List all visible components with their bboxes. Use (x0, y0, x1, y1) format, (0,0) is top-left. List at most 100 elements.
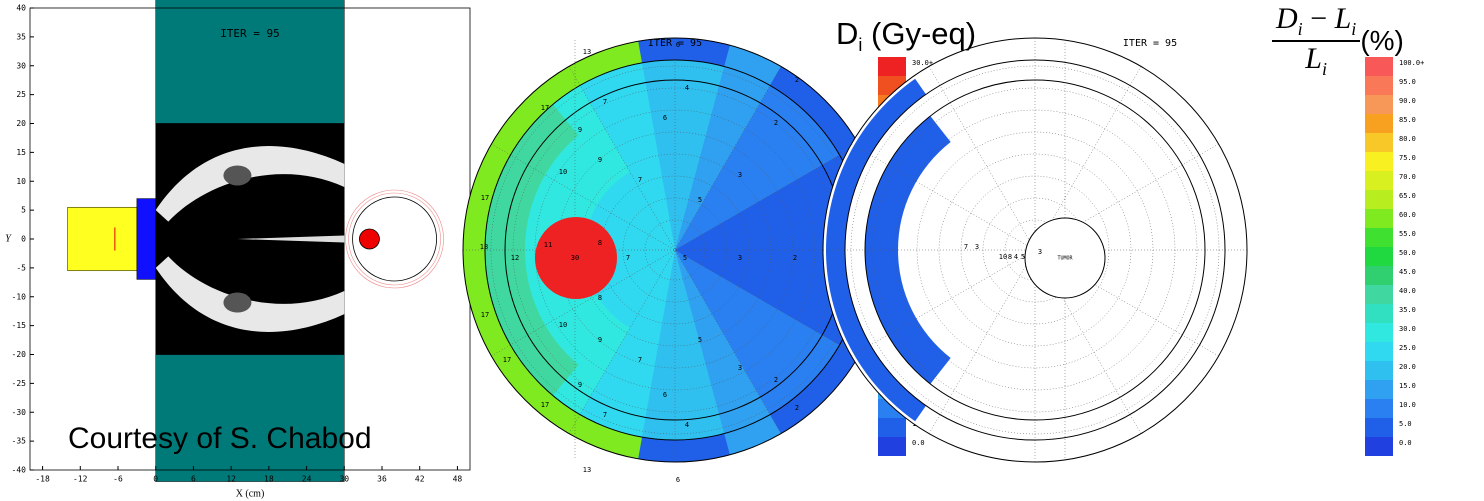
x-tick-label: 24 (302, 475, 312, 484)
operator: − (1303, 2, 1335, 35)
x-tick-label: 0 (153, 475, 158, 484)
cell-label: 5 (698, 196, 702, 204)
moderator (137, 199, 156, 280)
colorbar-label: 80.0 (1399, 135, 1416, 143)
colorbar-label: 15.0 (1399, 382, 1416, 390)
target (68, 207, 137, 271)
colorbar-label: 0.0 (1399, 439, 1412, 447)
tumor-label: TUMOR (1057, 256, 1073, 262)
y-tick-label: -35 (12, 437, 27, 446)
colorbar-swatch (1365, 380, 1393, 399)
subscript: i (1322, 59, 1327, 79)
colorbar-swatch (1365, 323, 1393, 342)
colorbar-swatch (1365, 266, 1393, 285)
colorbar-label: 55.0 (1399, 230, 1416, 238)
x-axis-label: X (cm) (236, 488, 265, 499)
y-tick-label: 30 (16, 61, 26, 70)
dose-legend-title: Di (Gy-eq) (836, 16, 976, 56)
cell-label: 5 (1021, 253, 1025, 261)
colorbar-swatch (878, 57, 906, 76)
cell-label: 17 (541, 104, 549, 112)
panel-title: ITER = 95 (1123, 38, 1177, 49)
excess-legend-title: Di − Li Li (%) (1272, 2, 1404, 80)
y-tick-label: -40 (12, 466, 27, 475)
x-tick-label: 36 (377, 475, 387, 484)
cell-label: 2 (795, 76, 799, 84)
subscript: i (1351, 19, 1356, 39)
shield-bottom (156, 355, 345, 482)
colorbar-swatch (878, 437, 906, 456)
unit: (%) (1360, 25, 1404, 57)
cell-label: 30 (571, 254, 579, 262)
x-tick-label: 12 (226, 475, 236, 484)
cell-label: 5 (698, 336, 702, 344)
colorbar-swatch (878, 418, 906, 437)
cell-label: 3 (738, 254, 742, 262)
colorbar-swatch (1365, 304, 1393, 323)
cell-label: 4 (685, 421, 689, 429)
cell-label: 3 (738, 364, 742, 372)
cell-label: 4 (685, 84, 689, 92)
cell-label: 2 (795, 404, 799, 412)
cell-label: 10 (559, 168, 567, 176)
y-tick-label: 5 (21, 206, 26, 215)
colorbar-swatch (1365, 342, 1393, 361)
cell-label: 3 (1038, 248, 1042, 256)
shield-top (156, 0, 345, 124)
numerator: Di − Li (1272, 2, 1360, 42)
cell-label: 7 (964, 243, 968, 251)
cell-label: 8 (598, 294, 602, 302)
cell-label: 13 (583, 466, 591, 474)
colorbar-label: 75.0 (1399, 154, 1416, 162)
y-tick-label: 10 (16, 177, 26, 186)
colorbar-swatch (1365, 133, 1393, 152)
colorbar-swatch (1365, 228, 1393, 247)
colorbar-swatch (1365, 285, 1393, 304)
colorbar-label: 90.0 (1399, 97, 1416, 105)
cell-label: 6 (663, 391, 667, 399)
symbol: D (836, 16, 858, 51)
cell-label: 7 (638, 176, 642, 184)
cell-label: 3 (975, 243, 979, 251)
y-tick-label: -30 (12, 408, 27, 417)
annotation: Courtesy of S. Chabod (68, 422, 372, 455)
fraction: Di − Li Li (1272, 2, 1360, 80)
y-tick-label: 15 (16, 148, 26, 157)
colorbar-label: 35.0 (1399, 306, 1416, 314)
cell-label: 17 (541, 401, 549, 409)
colorbar-label: 10.0 (1399, 401, 1416, 409)
colorbar-label: 50.0 (1399, 249, 1416, 257)
colorbar-label: 25.0 (1399, 344, 1416, 352)
cell-label: 4 (1014, 253, 1018, 261)
cell-label: 17 (503, 356, 511, 364)
y-tick-label: 0 (21, 235, 26, 244)
denominator: Li (1272, 42, 1360, 80)
colorbar-swatch (1365, 399, 1393, 418)
symbol: L (1335, 2, 1352, 35)
cell-label: 18 (480, 243, 488, 251)
x-tick-label: 48 (453, 475, 463, 484)
figure: -18-12-60612182430364248-40-35-30-25-20-… (0, 0, 1484, 501)
x-tick-label: -18 (35, 475, 50, 484)
symbol: L (1305, 42, 1322, 75)
colorbar-swatch (1365, 361, 1393, 380)
cell-label: 7 (638, 356, 642, 364)
colorbar-swatch (1365, 171, 1393, 190)
x-tick-label: -12 (73, 475, 88, 484)
x-tick-label: -6 (113, 475, 123, 484)
colorbar-label: 65.0 (1399, 192, 1416, 200)
cell-label: 2 (793, 254, 797, 262)
y-tick-label: 40 (16, 4, 26, 13)
colorbar-swatch (1365, 152, 1393, 171)
cell-label: 12 (511, 254, 519, 262)
cell-label: 10 (999, 253, 1007, 261)
cell-label: 3 (738, 171, 742, 179)
colorbar-label: 40.0 (1399, 287, 1416, 295)
colorbar-label: 20.0 (1399, 363, 1416, 371)
cell-label: 8 (598, 239, 602, 247)
cell-label: 9 (578, 381, 582, 389)
colorbar-swatch (1365, 437, 1393, 456)
cell-label: 8 (1008, 253, 1012, 261)
cell-label: 2 (774, 119, 778, 127)
cell-label: 7 (626, 254, 630, 262)
